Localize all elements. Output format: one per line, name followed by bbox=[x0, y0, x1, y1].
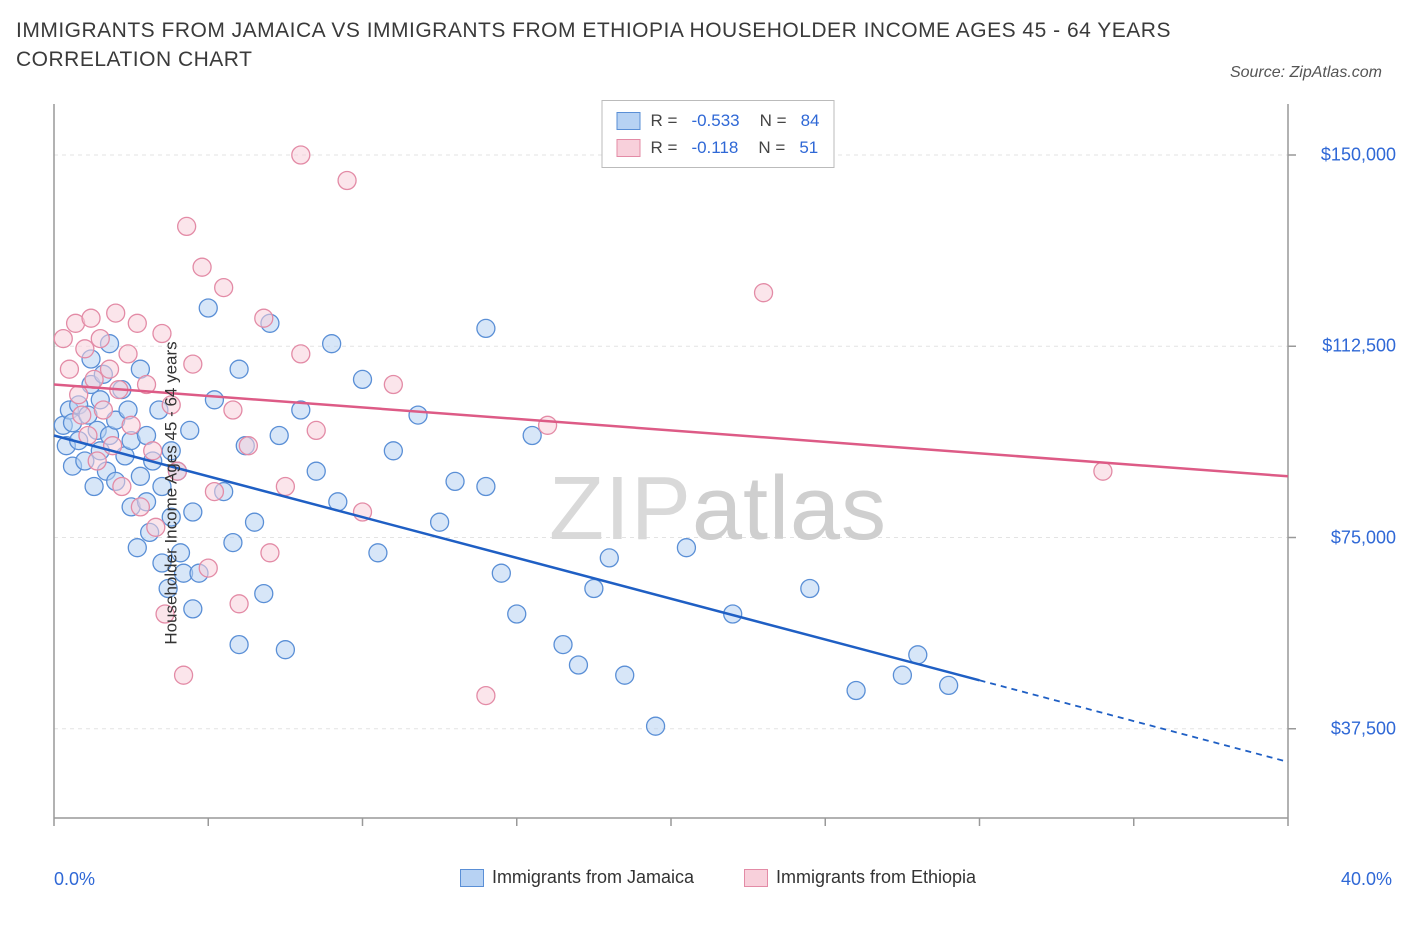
chart-area: Householder Income Ages 45 - 64 years ZI… bbox=[48, 98, 1388, 888]
y-axis-label: Householder Income Ages 45 - 64 years bbox=[162, 341, 182, 644]
swatch-icon bbox=[744, 869, 768, 887]
swatch-icon bbox=[460, 869, 484, 887]
r-label: R = bbox=[651, 134, 678, 161]
y-tick-label: $37,500 bbox=[1331, 718, 1396, 739]
legend-label: Immigrants from Jamaica bbox=[492, 867, 694, 888]
scatter-chart bbox=[48, 98, 1388, 858]
y-tick-label: $75,000 bbox=[1331, 527, 1396, 548]
y-tick-label: $112,500 bbox=[1322, 336, 1396, 357]
r-label: R = bbox=[651, 107, 678, 134]
r-value: -0.118 bbox=[691, 134, 738, 161]
source-label: Source: ZipAtlas.com bbox=[1230, 64, 1382, 82]
legend-item-jamaica: Immigrants from Jamaica bbox=[460, 867, 694, 888]
swatch-icon bbox=[617, 112, 641, 130]
n-label: N = bbox=[760, 107, 787, 134]
n-value: 51 bbox=[799, 134, 818, 161]
legend-label: Immigrants from Ethiopia bbox=[776, 867, 976, 888]
n-label: N = bbox=[758, 134, 785, 161]
legend-top: R = -0.533 N = 84 R = -0.118 N = 51 bbox=[602, 100, 835, 168]
r-value: -0.533 bbox=[691, 107, 739, 134]
legend-item-ethiopia: Immigrants from Ethiopia bbox=[744, 867, 976, 888]
swatch-icon bbox=[617, 139, 641, 157]
y-tick-label: $150,000 bbox=[1321, 145, 1396, 166]
legend-row-ethiopia: R = -0.118 N = 51 bbox=[617, 134, 820, 161]
n-value: 84 bbox=[801, 107, 820, 134]
legend-bottom: Immigrants from Jamaica Immigrants from … bbox=[48, 867, 1388, 888]
legend-row-jamaica: R = -0.533 N = 84 bbox=[617, 107, 820, 134]
chart-title: IMMIGRANTS FROM JAMAICA VS IMMIGRANTS FR… bbox=[16, 16, 1186, 75]
